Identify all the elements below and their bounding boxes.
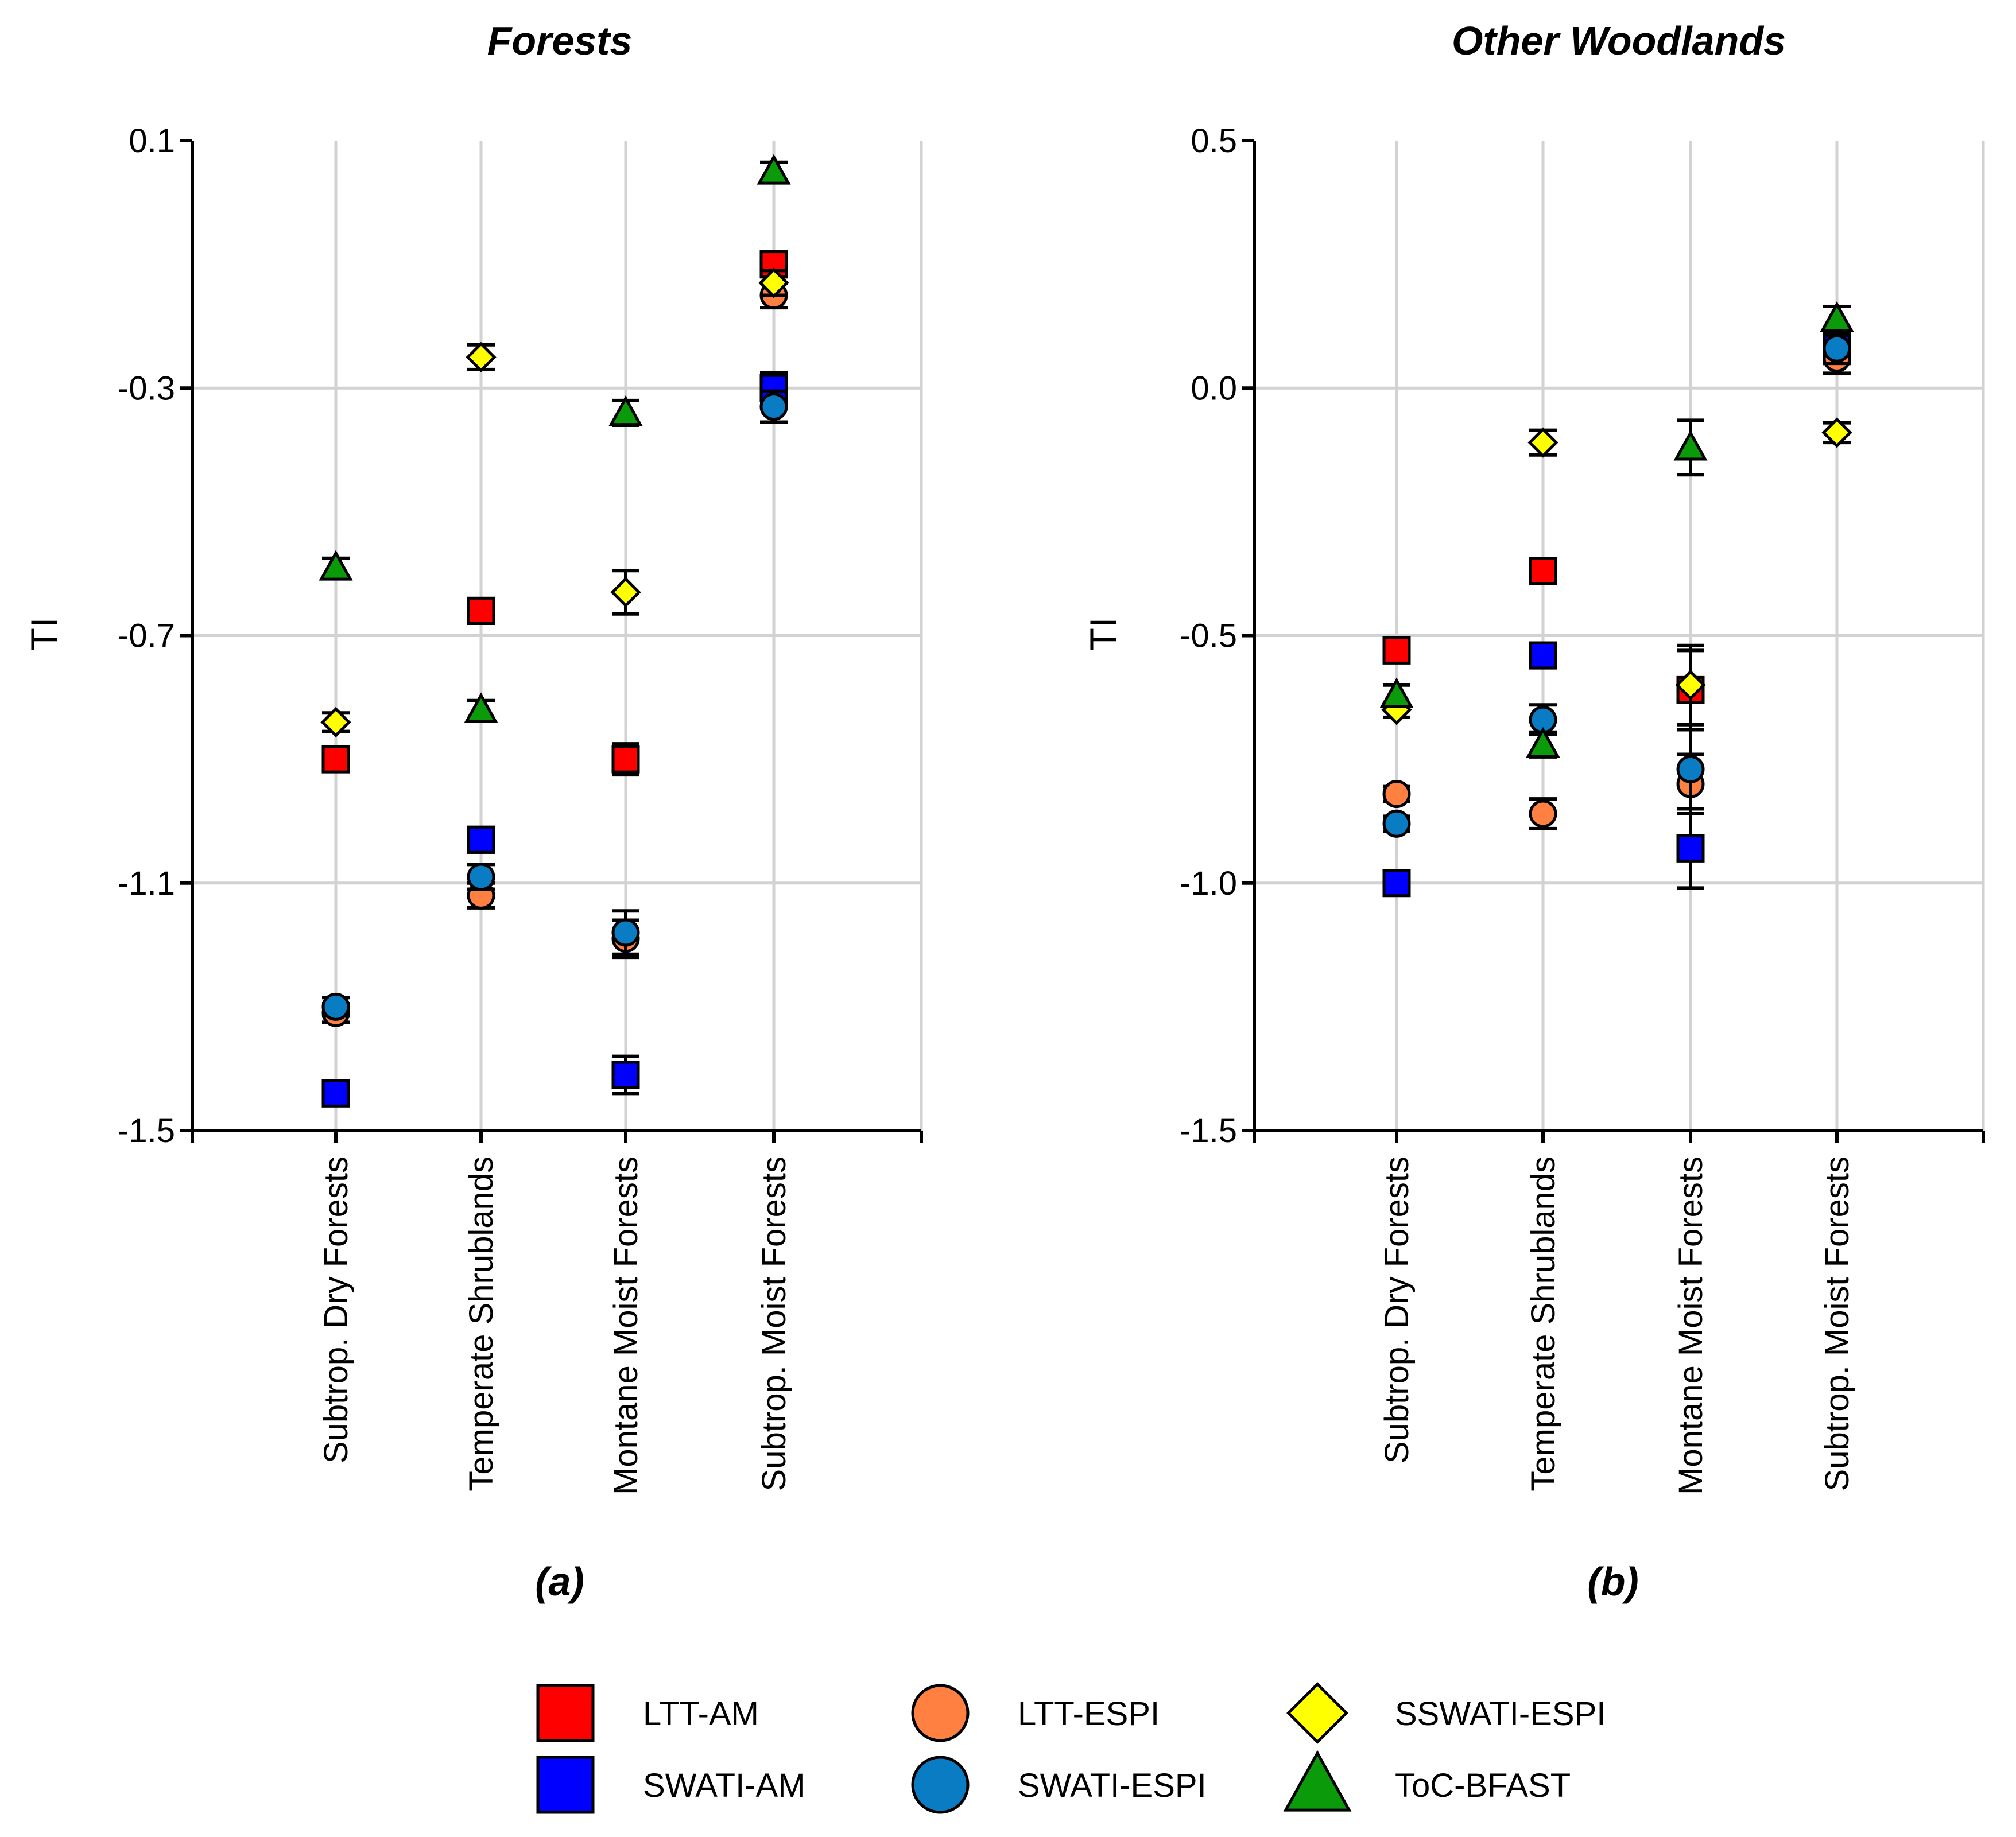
- y-tick-label: 0.0: [1191, 370, 1237, 407]
- grid: [1254, 141, 1985, 1131]
- panel-label: (b): [1587, 1559, 1638, 1604]
- y-tick-label: -0.7: [118, 617, 175, 655]
- panel-label: (a): [535, 1559, 584, 1604]
- series-ltt-am: [1382, 332, 1851, 732]
- y-tick-label: -0.3: [118, 370, 175, 407]
- legend-item-ltt-am: LTT-AM: [536, 1684, 759, 1742]
- legend-square-icon: [536, 1684, 595, 1742]
- series-sswati-espi: [1381, 417, 1852, 727]
- data-point: [467, 825, 495, 854]
- series-ltt-espi: [321, 281, 788, 1027]
- legend: LTT-AM SWATI-AM LTT-ESPI SWATI-ESPI SSWATI-E…: [536, 1682, 1606, 1814]
- data-point: [1675, 670, 1706, 701]
- x-category-label: Subtrop. Moist Forests: [755, 1156, 793, 1491]
- series-sswati-espi: [320, 267, 789, 738]
- chart-forests: Forests TI 0.1 -0.3 -0.7 -1.1 -1.5 Subtrop. D…: [23, 18, 923, 1604]
- data-point: [467, 863, 495, 891]
- data-point: [611, 745, 640, 774]
- legend-label: SWATI-ESPI: [1018, 1767, 1207, 1804]
- data-point: [757, 154, 791, 185]
- y-axis-label: TI: [1082, 617, 1125, 651]
- data-point: [1529, 557, 1557, 585]
- data-point: [1382, 809, 1411, 838]
- chart-title: Other Woodlands: [1452, 18, 1786, 63]
- x-category-label: Subtrop. Dry Forests: [1378, 1156, 1416, 1463]
- data-point: [1676, 755, 1705, 783]
- data-point: [611, 1061, 640, 1089]
- data-point: [1821, 417, 1852, 448]
- data-point: [610, 577, 641, 608]
- data-point: [1820, 301, 1854, 332]
- x-category-label: Temperate Shrublands: [1525, 1156, 1562, 1492]
- legend-diamond-icon: [1286, 1682, 1348, 1744]
- y-tick-label: -1.1: [118, 865, 175, 902]
- data-point: [758, 267, 789, 298]
- data-point: [1527, 427, 1558, 458]
- legend-label: LTT-AM: [643, 1695, 759, 1733]
- data-point: [1382, 780, 1411, 808]
- data-markers: [1379, 301, 1854, 898]
- x-category-label: Subtrop. Moist Forests: [1819, 1156, 1856, 1491]
- data-point: [1382, 636, 1411, 665]
- x-category-label: Subtrop. Dry Forests: [317, 1156, 355, 1463]
- data-point: [319, 550, 353, 581]
- data-point: [320, 706, 351, 738]
- legend-item-toc-bfast: ToC-BFAST: [1283, 1750, 1571, 1812]
- y-axis-label: TI: [23, 617, 65, 651]
- legend-label: ToC-BFAST: [1395, 1767, 1571, 1804]
- y-tick-label: 0.5: [1191, 122, 1237, 160]
- series-ltt-am: [321, 250, 788, 777]
- legend-circle-icon: [911, 1684, 970, 1742]
- series-ltt-espi: [1382, 341, 1851, 830]
- data-point: [1379, 677, 1414, 708]
- series-swati-am: [1382, 332, 1851, 898]
- data-point: [1676, 834, 1705, 863]
- chart-other-woodlands: Other Woodlands TI 0.5 0.0 -0.5 -1.0 -1.5 Sub…: [1082, 18, 1985, 1604]
- data-point: [1673, 430, 1708, 461]
- series-toc-bfast: [1379, 301, 1854, 759]
- data-markers: [319, 154, 791, 1108]
- axes: 0.1 -0.3 -0.7 -1.1 -1.5 Subtrop. Dry Forests T…: [118, 122, 923, 1495]
- legend-label: LTT-ESPI: [1018, 1695, 1160, 1733]
- data-point: [759, 393, 788, 421]
- data-point: [1529, 799, 1557, 828]
- legend-item-ltt-espi: LTT-ESPI: [911, 1684, 1160, 1742]
- data-point: [611, 918, 640, 947]
- data-point: [464, 692, 498, 723]
- data-point: [321, 1079, 350, 1108]
- legend-label: SWATI-AM: [643, 1767, 806, 1804]
- data-point: [321, 745, 350, 774]
- chart-title: Forests: [487, 18, 633, 63]
- legend-square-icon: [536, 1756, 595, 1814]
- legend-item-sswati-espi: SSWATI-ESPI: [1286, 1682, 1606, 1744]
- data-point: [1529, 641, 1557, 670]
- y-tick-label: -0.5: [1180, 617, 1237, 655]
- data-point: [1526, 727, 1560, 758]
- legend-item-swati-am: SWATI-AM: [536, 1756, 806, 1814]
- legend-label: SSWATI-ESPI: [1395, 1695, 1606, 1733]
- legend-triangle-icon: [1283, 1750, 1352, 1812]
- data-point: [1382, 869, 1411, 898]
- y-tick-label: 0.1: [129, 122, 175, 160]
- x-category-label: Temperate Shrublands: [463, 1156, 500, 1492]
- axes: 0.5 0.0 -0.5 -1.0 -1.5 Subtrop. Dry Forests Te…: [1180, 122, 1985, 1495]
- legend-circle-icon: [911, 1756, 970, 1814]
- y-tick-label: -1.5: [118, 1112, 175, 1149]
- data-point: [467, 596, 495, 625]
- data-point: [608, 395, 643, 426]
- x-category-label: Montane Moist Forests: [607, 1156, 645, 1495]
- x-category-label: Montane Moist Forests: [1672, 1156, 1709, 1495]
- series-swati-am: [321, 371, 788, 1108]
- grid: [192, 141, 923, 1131]
- series-swati-espi: [321, 389, 788, 1021]
- series-swati-espi: [1382, 332, 1851, 838]
- legend-item-swati-espi: SWATI-ESPI: [911, 1756, 1207, 1814]
- y-tick-label: -1.5: [1180, 1112, 1237, 1149]
- y-tick-label: -1.0: [1180, 865, 1237, 902]
- data-point: [1823, 334, 1851, 363]
- data-point: [321, 992, 350, 1021]
- series-toc-bfast: [319, 154, 791, 723]
- data-point: [466, 341, 497, 372]
